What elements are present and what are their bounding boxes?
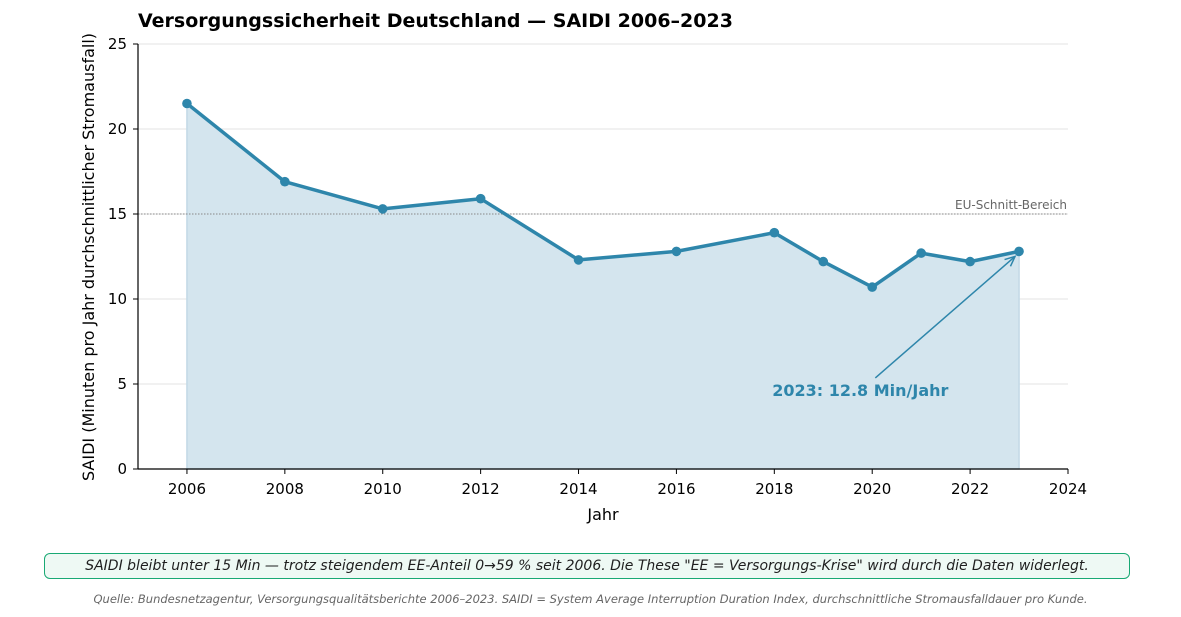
data-point (818, 256, 829, 267)
data-point (182, 98, 192, 109)
reference-line-label: EU-Schnitt-Bereich (955, 198, 1067, 212)
y-tick-label: 10 (108, 290, 127, 308)
line-layer (182, 98, 1024, 292)
x-tick-label: 2008 (266, 480, 304, 498)
x-tick-label: 2022 (951, 480, 989, 498)
y-tick-label: 15 (108, 205, 127, 223)
source-note: Quelle: Bundesnetzagentur, Versorgungsqu… (93, 592, 1088, 606)
x-tick-label: 2018 (755, 480, 793, 498)
data-point (573, 255, 584, 265)
chart: Versorgungssicherheit Deutschland — SAID… (79, 10, 1087, 524)
annotation-arrowhead (1004, 255, 1017, 267)
conclusion-note: SAIDI bleibt unter 15 Min — trotz steige… (44, 553, 1130, 579)
data-point (965, 256, 975, 267)
data-point (769, 227, 780, 238)
x-tick-label: 2010 (364, 480, 402, 498)
data-point (671, 246, 682, 257)
axes: 2006 2008 2010 2012 2014 2016 2018 2020 2022 2024… (108, 35, 1087, 498)
series-area (186, 101, 1020, 470)
x-tick-label: 2012 (462, 480, 500, 498)
y-tick-label: 5 (117, 375, 127, 393)
series-line (185, 101, 1021, 289)
data-point (475, 193, 486, 204)
data-point (280, 176, 290, 187)
y-tick-label: 0 (117, 460, 127, 478)
annotation-layer: 2023: 12.8 Min/Jahr (772, 255, 1017, 400)
data-point (916, 248, 926, 258)
x-tick-label: 2006 (168, 480, 206, 498)
x-tick-label: 2020 (853, 480, 891, 498)
x-tick-label: 2014 (559, 480, 597, 498)
x-axis-label: Jahr (586, 505, 619, 524)
data-point (377, 204, 388, 214)
x-tick-label: 2016 (657, 480, 695, 498)
x-tick-label: 2024 (1049, 480, 1087, 498)
data-point (867, 282, 878, 292)
area-layer (186, 101, 1020, 470)
annotation-arrow (874, 255, 1016, 379)
annotation-label: 2023: 12.8 Min/Jahr (772, 381, 948, 400)
y-tick-label: 25 (108, 35, 127, 53)
chart-title: Versorgungssicherheit Deutschland — SAID… (138, 10, 733, 32)
y-axis-label: SAIDI (Minuten pro Jahr durchschnittlich… (79, 33, 98, 481)
reference-layer: EU-Schnitt-Bereich (138, 198, 1068, 215)
data-point (1014, 246, 1024, 257)
y-tick-label: 20 (108, 120, 127, 138)
